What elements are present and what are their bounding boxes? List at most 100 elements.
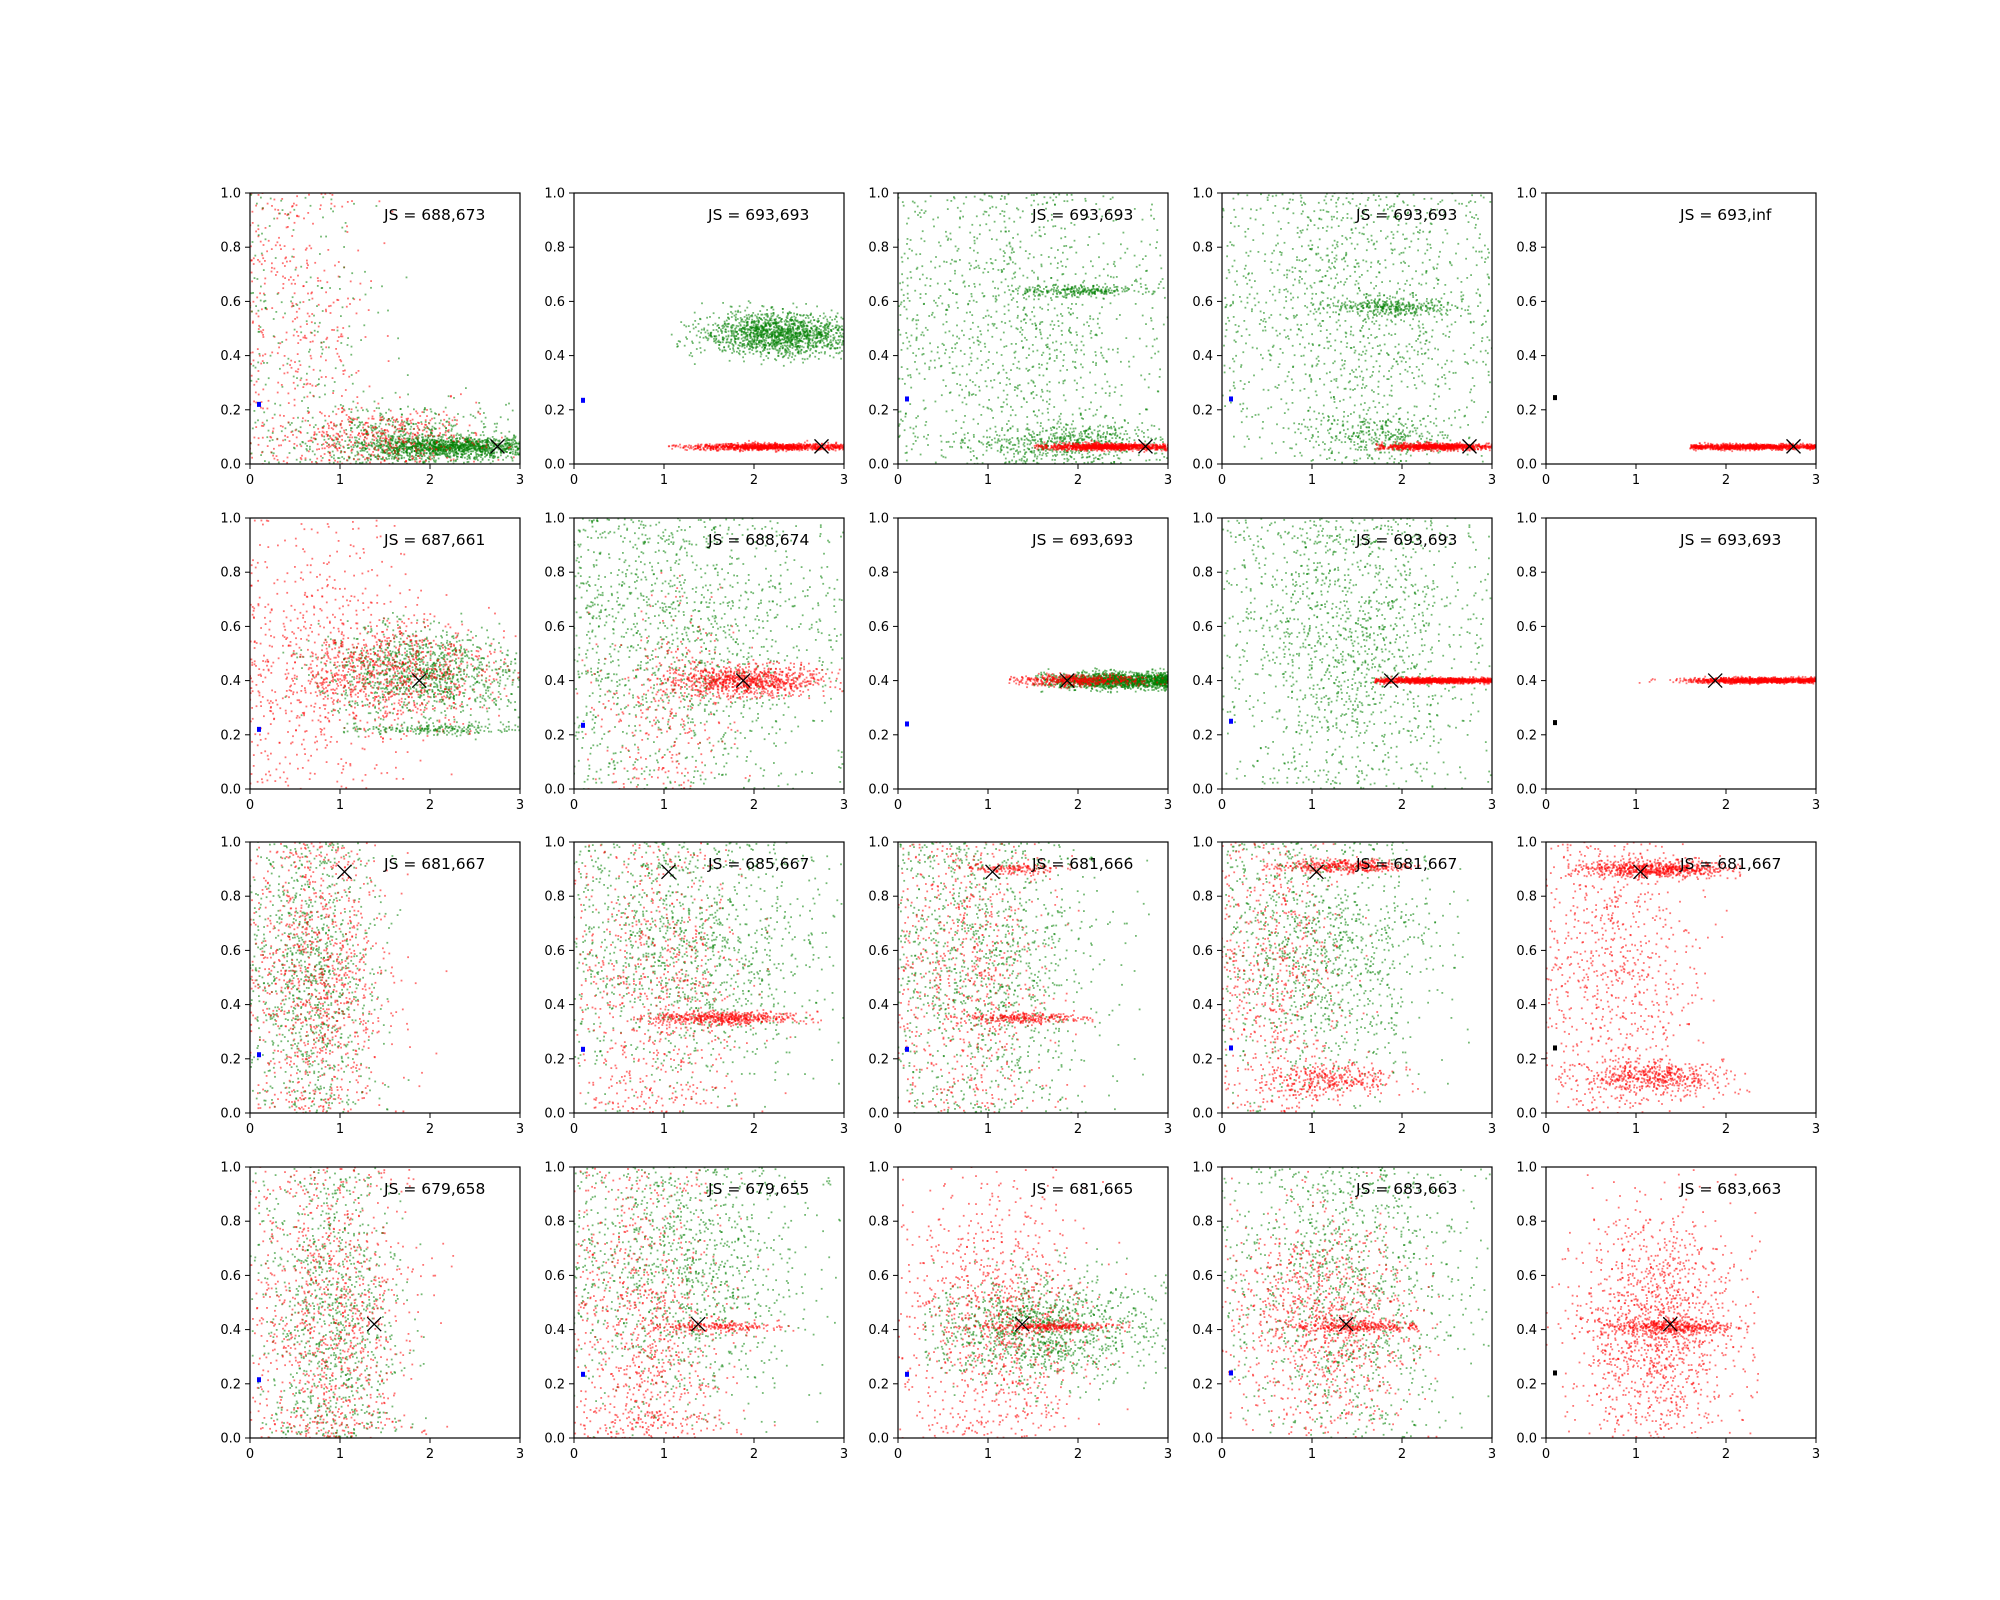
scatter-point xyxy=(833,444,836,446)
scatter-point xyxy=(710,331,713,334)
scatter-point xyxy=(414,442,417,445)
scatter-point xyxy=(493,452,495,455)
scatter-point xyxy=(327,443,330,446)
scatter-point xyxy=(767,320,770,323)
scatter-point xyxy=(498,440,501,443)
scatter-point xyxy=(759,310,762,312)
scatter-point xyxy=(797,442,800,445)
scatter-point xyxy=(786,337,788,339)
scatter-point xyxy=(381,418,383,421)
scatter-point xyxy=(477,440,480,443)
scatter-point xyxy=(276,459,279,461)
scatter-point xyxy=(370,442,373,445)
scatter-point xyxy=(738,322,741,324)
scatter-point xyxy=(440,445,443,448)
scatter-point xyxy=(723,337,726,340)
scatter-point xyxy=(401,420,403,423)
scatter-point xyxy=(815,331,818,333)
scatter-point xyxy=(511,439,513,442)
scatter-point xyxy=(478,441,481,443)
scatter-point xyxy=(800,314,802,317)
scatter-point xyxy=(332,443,334,446)
scatter-point xyxy=(776,329,779,332)
scatter-point xyxy=(483,448,486,451)
scatter-point xyxy=(333,329,335,331)
scatter-point xyxy=(415,454,418,456)
scatter-point xyxy=(785,352,788,354)
scatter-point xyxy=(801,345,803,348)
scatter-point xyxy=(755,346,757,349)
scatter-point xyxy=(819,333,821,336)
scatter-point xyxy=(749,342,752,345)
scatter-point xyxy=(435,459,437,462)
scatter-point xyxy=(419,453,422,456)
scatter-point xyxy=(454,451,456,454)
scatter-point xyxy=(743,321,746,323)
scatter-point xyxy=(780,318,783,320)
scatter-point xyxy=(472,445,475,448)
scatter-point xyxy=(313,329,316,332)
scatter-point xyxy=(328,346,330,349)
scatter-point xyxy=(487,459,490,461)
scatter-point xyxy=(431,447,433,450)
scatter-point xyxy=(307,450,310,453)
scatter-point xyxy=(751,327,753,329)
scatter-point xyxy=(296,195,298,198)
scatter-point xyxy=(765,318,768,321)
scatter-point xyxy=(816,333,819,336)
scatter-point xyxy=(826,338,828,340)
scatter-point xyxy=(405,276,408,279)
scatter-point xyxy=(329,304,332,307)
scatter-point xyxy=(506,455,509,457)
scatter-point xyxy=(343,246,345,248)
scatter-point xyxy=(298,307,301,310)
scatter-point xyxy=(331,438,333,441)
scatter-point xyxy=(728,318,730,320)
scatter-point xyxy=(511,444,513,447)
scatter-point xyxy=(388,447,391,450)
scatter-point xyxy=(271,432,274,434)
scatter-point xyxy=(260,454,262,456)
scatter-point xyxy=(403,443,406,445)
scatter-point xyxy=(834,347,837,350)
scatter-point xyxy=(419,450,422,453)
scatter-point xyxy=(391,416,394,419)
scatter-point xyxy=(812,334,815,337)
scatter-point xyxy=(801,321,803,323)
scatter-point xyxy=(387,309,389,312)
scatter-point xyxy=(292,434,294,436)
scatter-point xyxy=(481,450,484,453)
scatter-point xyxy=(815,334,818,336)
scatter-point xyxy=(736,347,739,349)
scatter-point xyxy=(379,414,382,417)
scatter-point xyxy=(721,338,724,341)
scatter-point xyxy=(798,325,801,328)
scatter-point xyxy=(471,438,474,441)
scatter-point xyxy=(770,317,773,320)
scatter-point xyxy=(728,341,730,344)
scatter-point xyxy=(460,393,462,396)
scatter-point xyxy=(309,354,312,357)
scatter-point xyxy=(270,248,273,250)
scatter-point xyxy=(778,336,780,339)
scatter-point xyxy=(388,455,391,457)
scatter-point xyxy=(827,327,830,330)
scatter-point xyxy=(430,452,433,455)
scatter-point xyxy=(250,351,252,354)
scatter-point xyxy=(782,449,785,452)
scatter-point xyxy=(806,334,809,337)
scatter-point xyxy=(810,344,813,347)
scatter-point xyxy=(362,409,364,412)
scatter-point xyxy=(398,430,400,432)
scatter-point xyxy=(496,443,498,446)
scatter-point xyxy=(345,433,348,436)
scatter-point xyxy=(832,334,835,336)
scatter-point xyxy=(444,431,447,434)
scatter-point xyxy=(330,427,333,429)
scatter-point xyxy=(250,271,253,274)
scatter-point xyxy=(766,348,769,351)
scatter-point xyxy=(512,441,515,444)
scatter-point xyxy=(436,439,438,442)
scatter-point xyxy=(777,352,780,355)
scatter-point xyxy=(486,448,489,451)
